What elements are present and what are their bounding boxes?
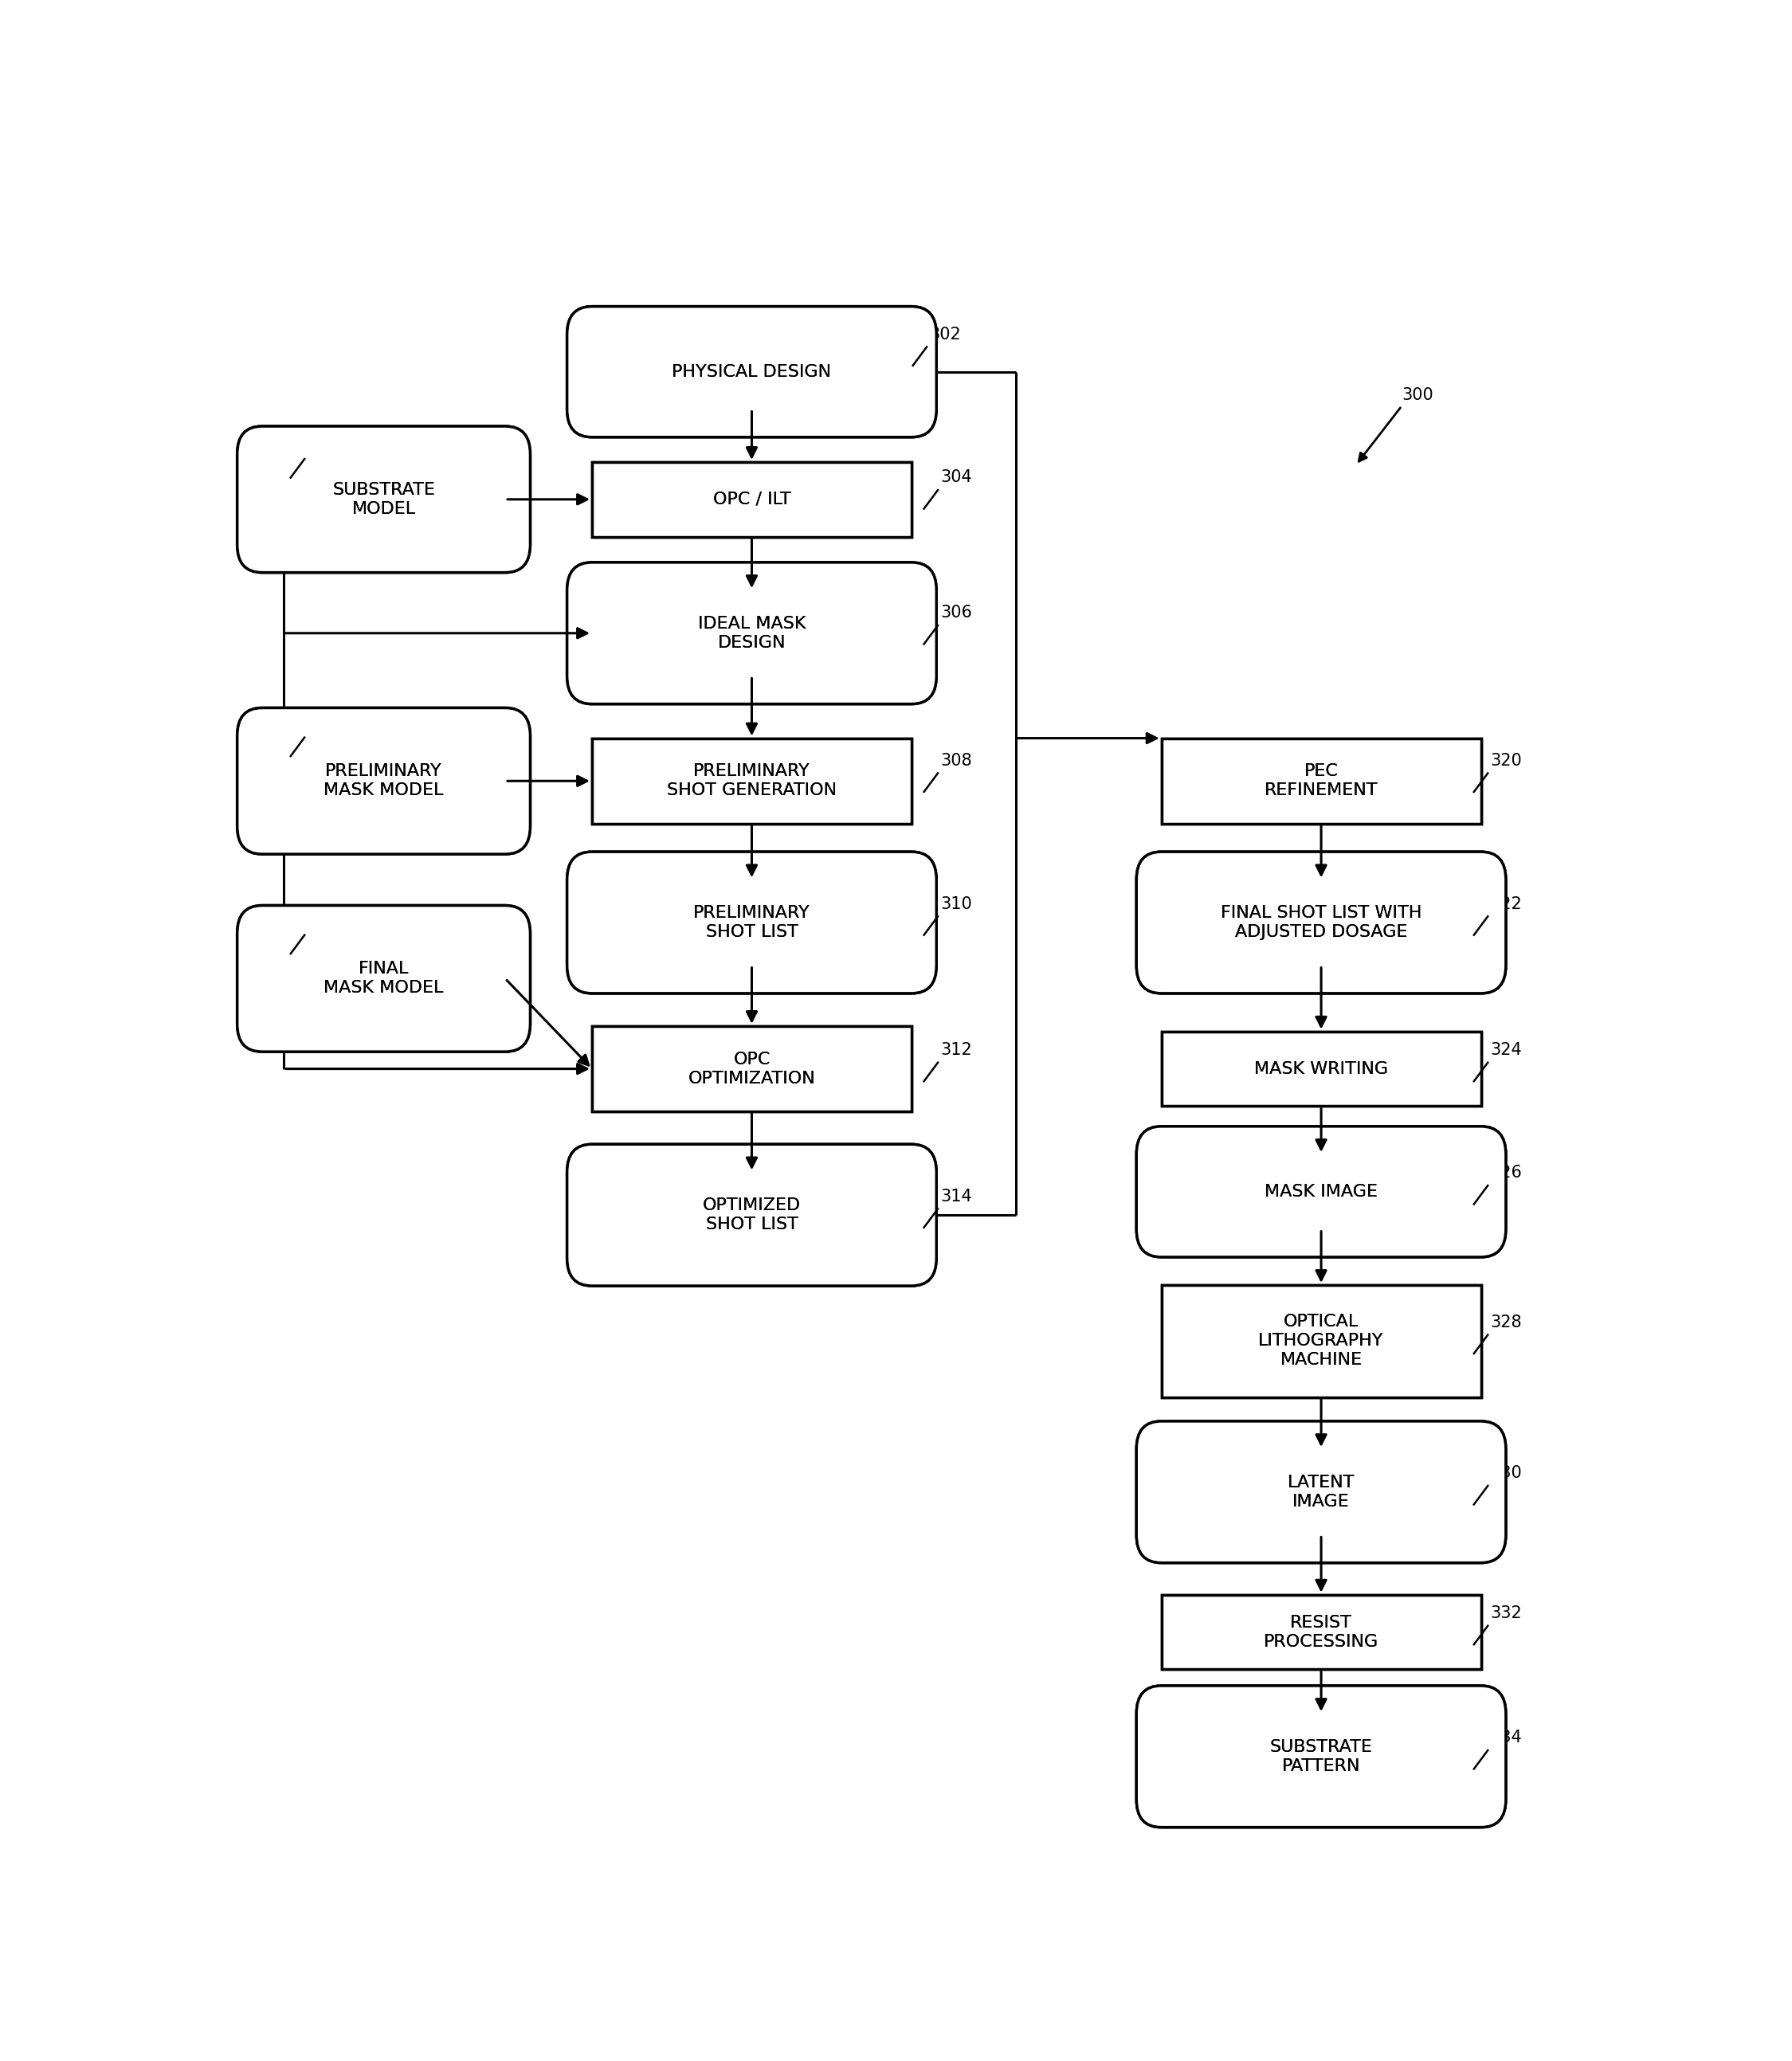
FancyBboxPatch shape (1161, 738, 1480, 824)
Text: LATENT
IMAGE: LATENT IMAGE (1287, 1474, 1355, 1509)
Text: 340: 340 (308, 439, 339, 453)
Text: 302: 302 (930, 326, 961, 342)
Text: SUBSTRATE
MODEL: SUBSTRATE MODEL (332, 482, 435, 517)
Text: 320: 320 (1491, 752, 1521, 769)
FancyBboxPatch shape (1136, 1686, 1505, 1828)
FancyBboxPatch shape (1161, 1595, 1480, 1669)
FancyBboxPatch shape (591, 738, 912, 824)
FancyBboxPatch shape (237, 707, 530, 853)
Text: 322: 322 (1491, 897, 1521, 911)
FancyBboxPatch shape (237, 427, 530, 573)
Text: 326: 326 (1491, 1164, 1523, 1181)
Text: PHYSICAL DESIGN: PHYSICAL DESIGN (672, 365, 831, 379)
Text: 334: 334 (1491, 1729, 1521, 1746)
Text: OPTICAL
LITHOGRAPHY
MACHINE: OPTICAL LITHOGRAPHY MACHINE (1258, 1315, 1383, 1369)
Text: OPTIMIZED
SHOT LIST: OPTIMIZED SHOT LIST (702, 1197, 801, 1232)
Text: 342: 342 (308, 717, 339, 734)
FancyBboxPatch shape (237, 707, 530, 853)
Text: 308: 308 (941, 752, 973, 769)
Text: 312: 312 (941, 1043, 973, 1057)
Text: FINAL SHOT LIST WITH
ADJUSTED DOSAGE: FINAL SHOT LIST WITH ADJUSTED DOSAGE (1220, 905, 1421, 940)
FancyBboxPatch shape (1136, 851, 1505, 993)
Text: 306: 306 (941, 606, 973, 620)
FancyBboxPatch shape (566, 851, 937, 993)
Text: MASK IMAGE: MASK IMAGE (1265, 1183, 1378, 1200)
Text: 324: 324 (1491, 1043, 1521, 1057)
Text: PHYSICAL DESIGN: PHYSICAL DESIGN (672, 365, 831, 379)
Text: LATENT
IMAGE: LATENT IMAGE (1287, 1474, 1355, 1509)
FancyBboxPatch shape (566, 307, 937, 437)
FancyBboxPatch shape (1136, 1422, 1505, 1562)
Text: IDEAL MASK
DESIGN: IDEAL MASK DESIGN (697, 616, 806, 651)
Text: FINAL
MASK MODEL: FINAL MASK MODEL (324, 960, 444, 995)
Text: FINAL SHOT LIST WITH
ADJUSTED DOSAGE: FINAL SHOT LIST WITH ADJUSTED DOSAGE (1220, 905, 1421, 940)
Text: 346: 346 (308, 915, 339, 930)
FancyBboxPatch shape (591, 1026, 912, 1111)
Text: PEC
REFINEMENT: PEC REFINEMENT (1265, 763, 1378, 798)
Text: FINAL
MASK MODEL: FINAL MASK MODEL (324, 960, 444, 995)
Text: MASK WRITING: MASK WRITING (1254, 1061, 1389, 1076)
FancyBboxPatch shape (566, 563, 937, 705)
FancyBboxPatch shape (1161, 1030, 1480, 1107)
Text: 314: 314 (941, 1189, 973, 1204)
Text: PRELIMINARY
MASK MODEL: PRELIMINARY MASK MODEL (324, 763, 444, 798)
FancyBboxPatch shape (566, 851, 937, 993)
Text: 330: 330 (1491, 1465, 1521, 1482)
Text: SUBSTRATE
PATTERN: SUBSTRATE PATTERN (1271, 1739, 1373, 1775)
Text: 332: 332 (1491, 1606, 1521, 1622)
FancyBboxPatch shape (591, 738, 912, 824)
Text: SUBSTRATE
PATTERN: SUBSTRATE PATTERN (1271, 1739, 1373, 1775)
FancyBboxPatch shape (237, 905, 530, 1051)
FancyBboxPatch shape (1136, 1686, 1505, 1828)
Text: OPC / ILT: OPC / ILT (713, 491, 790, 507)
Text: OPC
OPTIMIZATION: OPC OPTIMIZATION (688, 1051, 815, 1086)
FancyBboxPatch shape (237, 427, 530, 573)
FancyBboxPatch shape (591, 462, 912, 536)
FancyBboxPatch shape (237, 905, 530, 1051)
Text: OPC
OPTIMIZATION: OPC OPTIMIZATION (688, 1051, 815, 1086)
Text: PRELIMINARY
SHOT LIST: PRELIMINARY SHOT LIST (694, 905, 810, 940)
FancyBboxPatch shape (1136, 1422, 1505, 1562)
Text: RESIST
PROCESSING: RESIST PROCESSING (1263, 1614, 1378, 1649)
FancyBboxPatch shape (1161, 1286, 1480, 1397)
FancyBboxPatch shape (591, 462, 912, 536)
FancyBboxPatch shape (1161, 738, 1480, 824)
Text: OPTICAL
LITHOGRAPHY
MACHINE: OPTICAL LITHOGRAPHY MACHINE (1258, 1315, 1383, 1369)
FancyBboxPatch shape (1136, 1127, 1505, 1257)
Text: 310: 310 (941, 897, 973, 911)
Text: PRELIMINARY
SHOT LIST: PRELIMINARY SHOT LIST (694, 905, 810, 940)
FancyBboxPatch shape (566, 1144, 937, 1286)
Text: OPTIMIZED
SHOT LIST: OPTIMIZED SHOT LIST (702, 1197, 801, 1232)
FancyBboxPatch shape (566, 307, 937, 437)
FancyBboxPatch shape (1161, 1286, 1480, 1397)
Text: SUBSTRATE
MODEL: SUBSTRATE MODEL (332, 482, 435, 517)
Text: OPC / ILT: OPC / ILT (713, 491, 790, 507)
Text: RESIST
PROCESSING: RESIST PROCESSING (1263, 1614, 1378, 1649)
FancyBboxPatch shape (1136, 851, 1505, 993)
FancyBboxPatch shape (1136, 1127, 1505, 1257)
Text: PRELIMINARY
SHOT GENERATION: PRELIMINARY SHOT GENERATION (667, 763, 837, 798)
FancyBboxPatch shape (591, 1026, 912, 1111)
Text: PEC
REFINEMENT: PEC REFINEMENT (1265, 763, 1378, 798)
Text: PRELIMINARY
MASK MODEL: PRELIMINARY MASK MODEL (324, 763, 444, 798)
Text: 328: 328 (1491, 1315, 1521, 1331)
FancyBboxPatch shape (566, 1144, 937, 1286)
FancyBboxPatch shape (566, 563, 937, 705)
FancyBboxPatch shape (1161, 1595, 1480, 1669)
FancyBboxPatch shape (1161, 1030, 1480, 1107)
Text: 304: 304 (941, 470, 973, 486)
Text: 300: 300 (1401, 387, 1434, 402)
Text: MASK WRITING: MASK WRITING (1254, 1061, 1389, 1076)
Text: MASK IMAGE: MASK IMAGE (1265, 1183, 1378, 1200)
Text: IDEAL MASK
DESIGN: IDEAL MASK DESIGN (697, 616, 806, 651)
Text: PRELIMINARY
SHOT GENERATION: PRELIMINARY SHOT GENERATION (667, 763, 837, 798)
